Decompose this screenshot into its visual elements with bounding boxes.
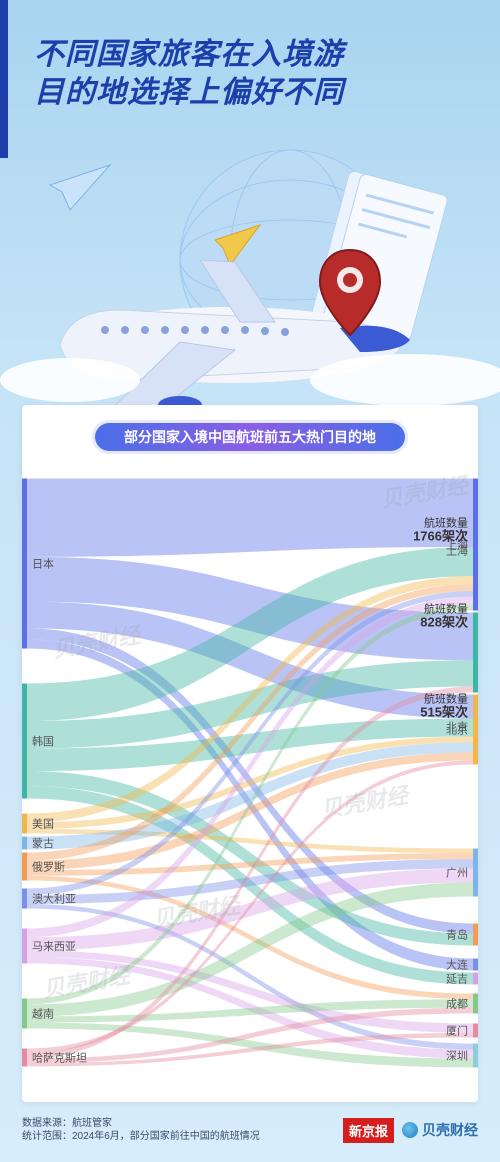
title-line1: 不同国家旅客在入境游 xyxy=(34,38,344,71)
svg-text:日本: 日本 xyxy=(32,557,54,571)
shell-icon xyxy=(402,1122,418,1138)
subtitle: 部分国家入境中国航班前五大热门目的地 xyxy=(124,429,376,445)
svg-text:航班数量: 航班数量 xyxy=(424,602,468,616)
logo-xinjingbao: 新京报 xyxy=(343,1118,394,1143)
svg-text:1766架次: 1766架次 xyxy=(413,529,468,544)
accent-bar xyxy=(0,0,8,158)
svg-text:515架次: 515架次 xyxy=(420,705,468,720)
hero-illustration xyxy=(0,130,500,410)
svg-text:青岛: 青岛 xyxy=(446,928,468,942)
svg-text:大连: 大连 xyxy=(446,958,468,972)
svg-text:成都: 成都 xyxy=(446,998,468,1011)
svg-text:韩国: 韩国 xyxy=(32,734,54,748)
svg-text:北京: 北京 xyxy=(446,720,468,734)
title-line2: 目的地选择上偏好不同 xyxy=(34,76,344,109)
svg-text:马来西亚: 马来西亚 xyxy=(32,940,76,953)
sankey-chart: 日本韩国美国蒙古俄罗斯澳大利亚马来西亚越南哈萨克斯坦 上海北京广州青岛大连延吉成都… xyxy=(22,465,478,1092)
logo-beike: 贝壳财经 xyxy=(402,1120,478,1140)
svg-text:深圳: 深圳 xyxy=(446,1050,468,1063)
svg-text:俄罗斯: 俄罗斯 xyxy=(32,861,65,874)
page-title: 不同国家旅客在入境游 目的地选择上偏好不同 xyxy=(34,36,480,111)
svg-text:828架次: 828架次 xyxy=(420,615,468,630)
svg-text:广州: 广州 xyxy=(446,867,468,880)
sankey-card: 部分国家入境中国航班前五大热门目的地 日本韩国美国蒙古俄罗斯澳大利亚马来西亚越南… xyxy=(22,405,478,1102)
svg-text:澳大利亚: 澳大利亚 xyxy=(32,892,76,906)
svg-text:上海: 上海 xyxy=(446,544,468,558)
svg-text:延吉: 延吉 xyxy=(446,973,468,986)
svg-text:厦门: 厦门 xyxy=(446,1024,468,1038)
svg-text:航班数量: 航班数量 xyxy=(424,692,468,706)
svg-text:美国: 美国 xyxy=(32,818,54,831)
subtitle-pill: 部分国家入境中国航班前五大热门目的地 xyxy=(95,423,405,451)
svg-text:蒙古: 蒙古 xyxy=(32,837,54,850)
svg-text:航班数量: 航班数量 xyxy=(424,516,468,530)
footer: 数据来源：航班管家 统计范围：2024年6月，部分国家前往中国的航班情况 新京报… xyxy=(22,1108,478,1152)
footer-source: 数据来源：航班管家 统计范围：2024年6月，部分国家前往中国的航班情况 xyxy=(22,1117,260,1143)
svg-text:越南: 越南 xyxy=(32,1007,54,1021)
svg-text:哈萨克斯坦: 哈萨克斯坦 xyxy=(32,1051,87,1065)
